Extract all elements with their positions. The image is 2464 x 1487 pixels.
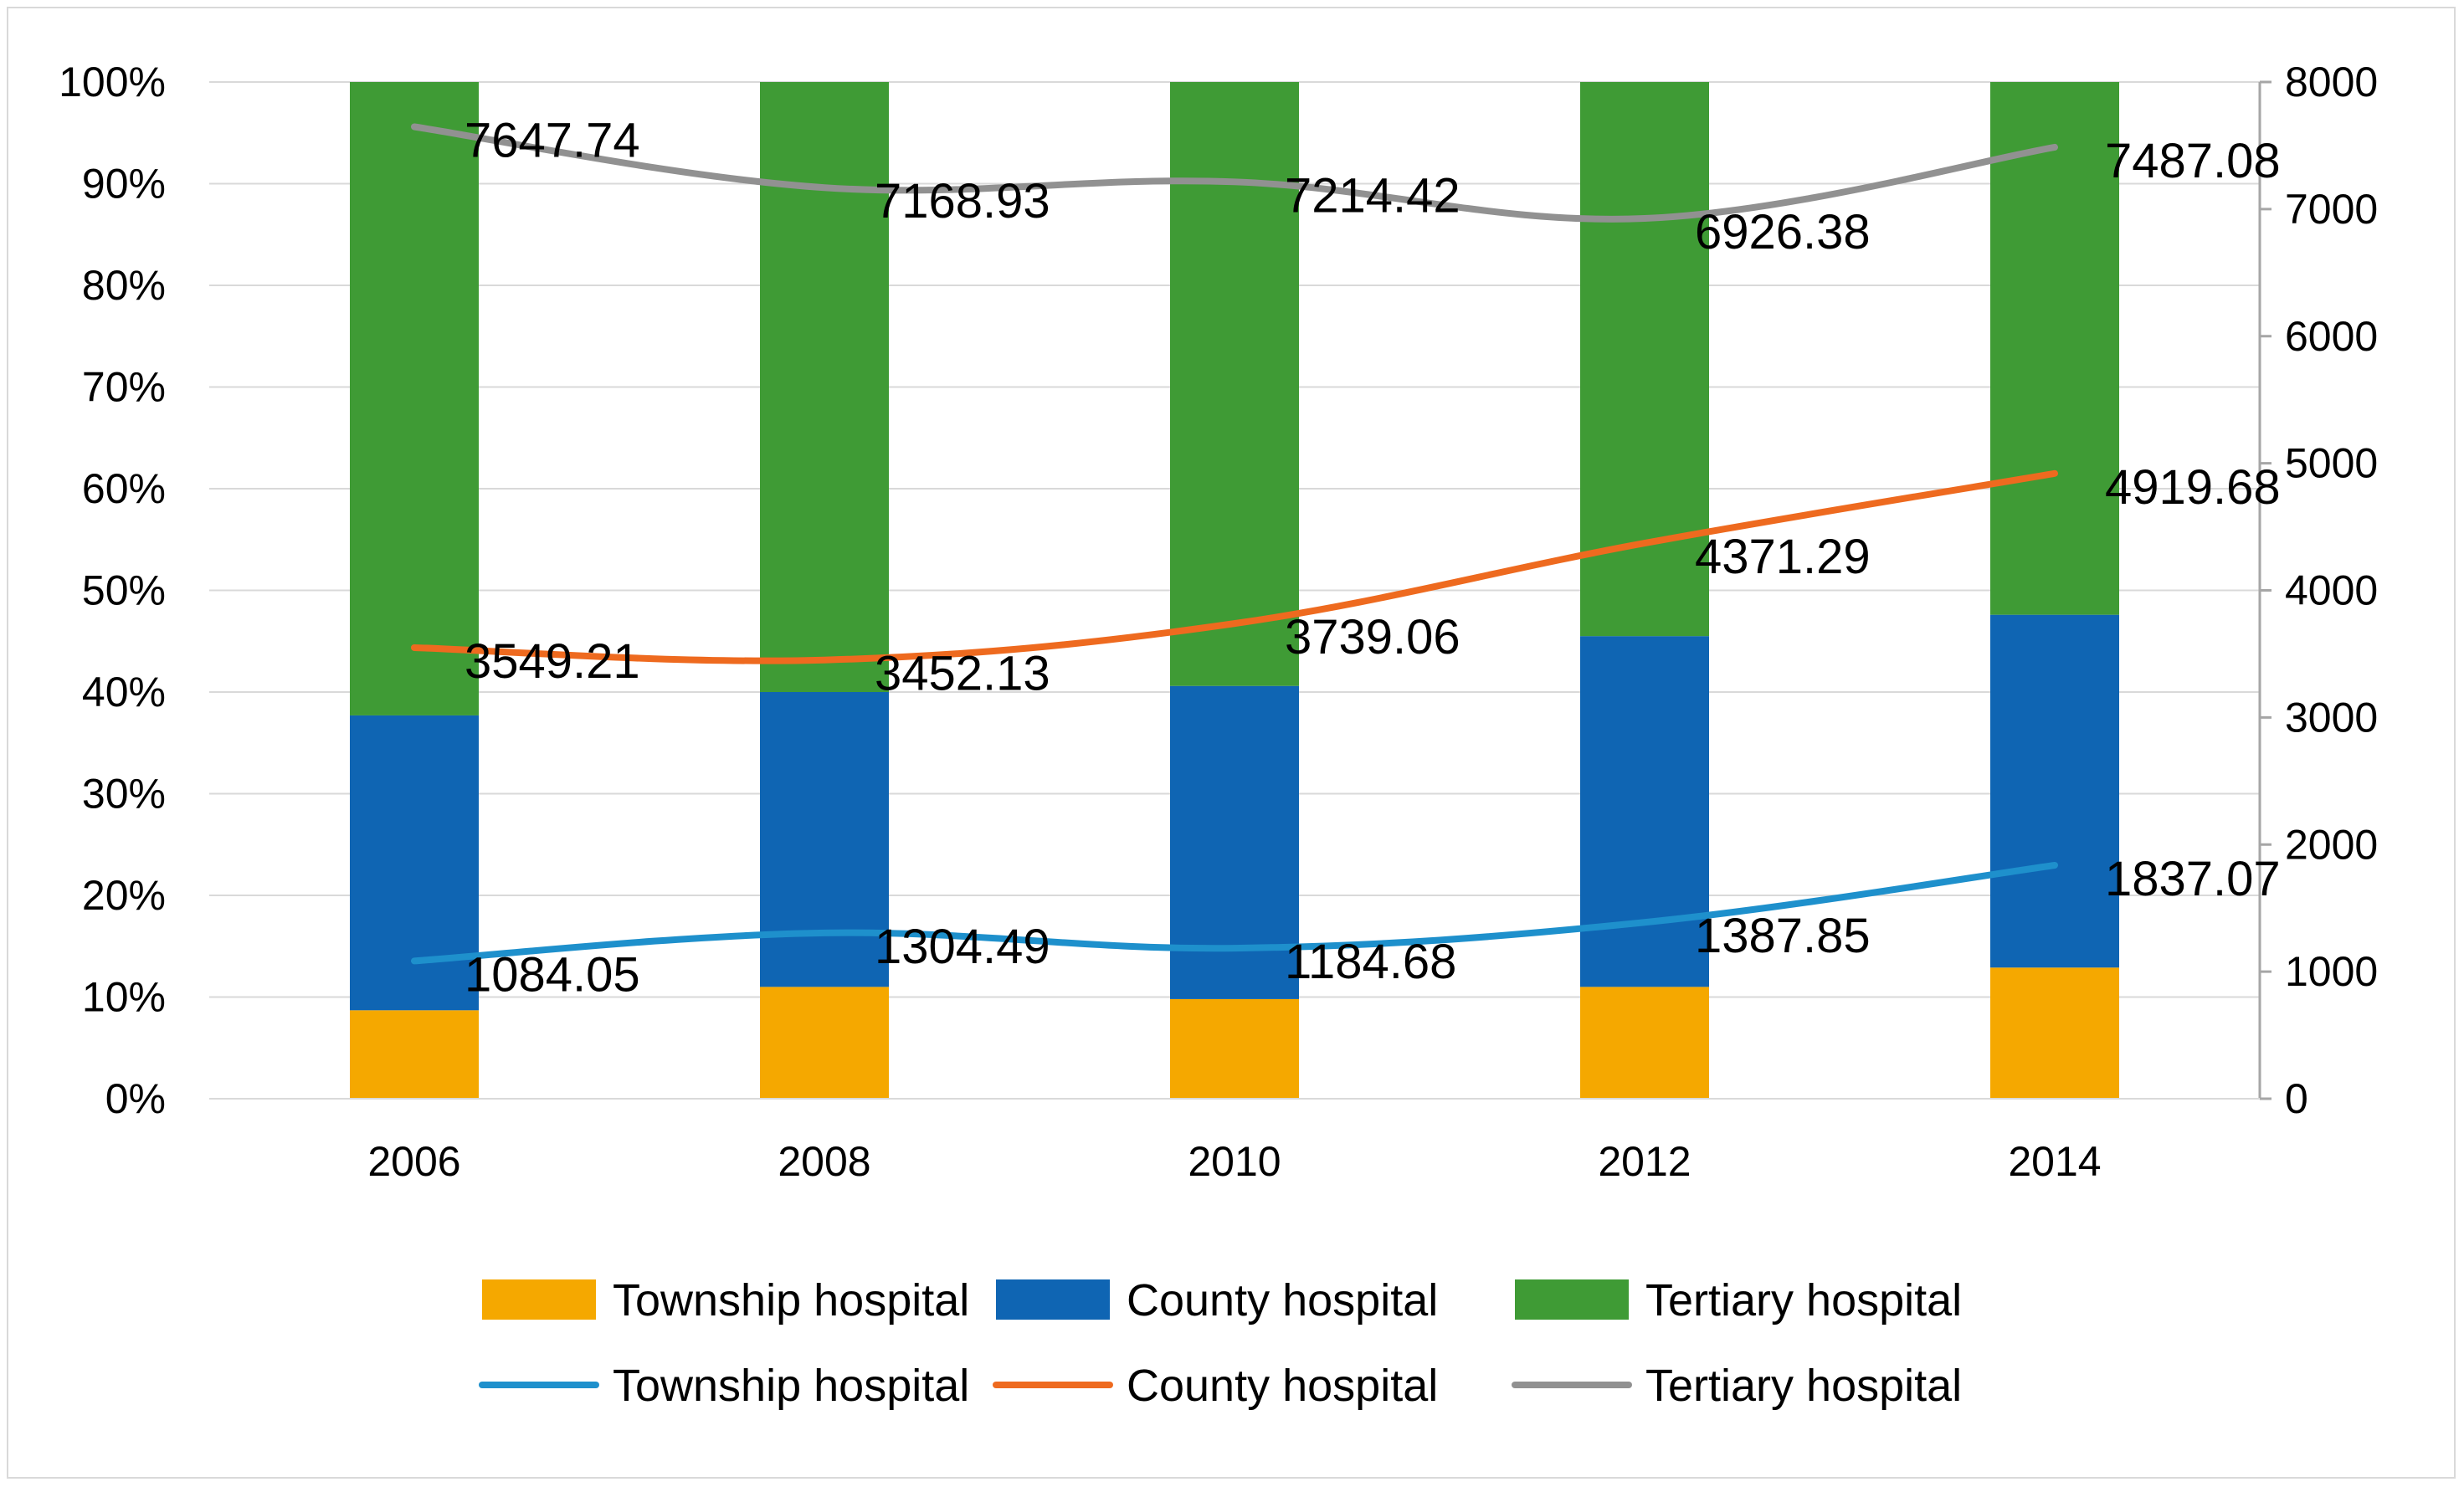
data-label-township-hospital: 1084.05	[465, 947, 640, 1002]
y-left-tick-label: 40%	[82, 669, 166, 715]
legend-label-bar: Tertiary hospital	[1645, 1275, 1962, 1325]
y-left-tick-label: 70%	[82, 364, 166, 411]
bar-tertiary-hospital-2006	[350, 82, 479, 715]
line-series	[411, 123, 2058, 965]
legend-label-line: Tertiary hospital	[1645, 1361, 1962, 1411]
y-left-tick-label: 10%	[82, 974, 166, 1021]
data-labels: 1084.05 1304.49 1184.68 1387.85 1837.07 3549.…	[465, 113, 2281, 1002]
x-tick-label: 2008	[778, 1138, 870, 1185]
bar-township-hospital-2010	[1170, 998, 1299, 1099]
legend: Township hospital County hospital Tertiary…	[479, 1275, 1962, 1411]
legend-swatch-bar-township-hospital	[482, 1279, 596, 1320]
bar-township-hospital-2014	[1990, 967, 2119, 1099]
data-label-township-hospital: 1184.68	[1285, 935, 1456, 989]
bar-township-hospital-2006	[350, 1010, 479, 1099]
data-label-county-hospital: 3452.13	[875, 647, 1050, 701]
y-left-tick-label: 100%	[59, 59, 166, 105]
y-left-tick-label: 0%	[105, 1075, 166, 1122]
data-label-tertiary-hospital: 7647.74	[465, 113, 640, 167]
data-label-tertiary-hospital: 6926.38	[1695, 205, 1871, 259]
data-label-township-hospital: 1837.07	[2105, 852, 2281, 906]
bar-tertiary-hospital-2008	[760, 82, 889, 692]
data-label-county-hospital: 4919.68	[2105, 460, 2281, 515]
y-left-tick-label: 30%	[82, 771, 166, 818]
data-label-county-hospital: 3739.06	[1285, 610, 1460, 664]
x-tick-label: 2014	[2008, 1138, 2101, 1185]
bar-county-hospital-2014	[1990, 614, 2119, 968]
stacked-bars	[350, 82, 2119, 1099]
bar-county-hospital-2008	[760, 692, 889, 987]
data-label-tertiary-hospital: 7487.08	[2105, 134, 2281, 188]
x-tick-label: 2012	[1598, 1138, 1691, 1185]
bar-township-hospital-2012	[1580, 987, 1709, 1099]
bar-tertiary-hospital-2014	[1990, 82, 2119, 615]
data-label-tertiary-hospital: 7168.93	[875, 174, 1050, 228]
y-right-tick-label: 4000	[2285, 567, 2378, 614]
legend-label-bar: County hospital	[1127, 1275, 1438, 1325]
legend-swatch-bar-tertiary-hospital	[1515, 1279, 1629, 1320]
y-right-tick-label: 5000	[2285, 440, 2378, 487]
legend-swatch-bar-county-hospital	[996, 1279, 1110, 1320]
y-left-tick-label: 50%	[82, 567, 166, 614]
x-tick-label: 2010	[1188, 1138, 1281, 1185]
data-label-tertiary-hospital: 7214.42	[1285, 168, 1460, 223]
y-left-tick-label: 90%	[82, 161, 166, 208]
line-tertiary-hospital	[411, 123, 2058, 223]
y-left-tick-label: 60%	[82, 465, 166, 512]
data-label-county-hospital: 4371.29	[1695, 530, 1871, 584]
bar-county-hospital-2010	[1170, 685, 1299, 999]
data-label-township-hospital: 1387.85	[1695, 909, 1871, 963]
y-right-tick-label: 7000	[2285, 186, 2378, 233]
data-label-county-hospital: 3549.21	[465, 634, 640, 689]
y-right-tick-label: 8000	[2285, 59, 2378, 105]
data-label-township-hospital: 1304.49	[875, 920, 1050, 974]
bar-county-hospital-2006	[350, 715, 479, 1011]
y-left-tick-label: 20%	[82, 872, 166, 919]
y-right-tick-label: 2000	[2285, 821, 2378, 868]
x-tick-label: 2006	[367, 1138, 460, 1185]
chart-frame: 0% 10% 20% 30% 40% 50% 60% 70% 80% 90% 100% 0 1000 20…	[7, 7, 2456, 1479]
y-right-tick-label: 3000	[2285, 694, 2378, 741]
bar-county-hospital-2012	[1580, 636, 1709, 987]
y-left-tick-label: 80%	[82, 262, 166, 309]
legend-label-bar: Township hospital	[613, 1275, 969, 1325]
combo-chart: 0% 10% 20% 30% 40% 50% 60% 70% 80% 90% 100% 0 1000 20…	[59, 59, 2378, 1411]
line-county-hospital	[411, 469, 2058, 664]
line-township-hospital	[411, 861, 2058, 965]
y-right-tick-label: 0	[2285, 1075, 2308, 1122]
axes: 0% 10% 20% 30% 40% 50% 60% 70% 80% 90% 100% 0 1000 20…	[59, 59, 2378, 1185]
bar-tertiary-hospital-2010	[1170, 82, 1299, 686]
legend-label-line: County hospital	[1127, 1361, 1438, 1411]
legend-label-line: Township hospital	[613, 1361, 969, 1411]
y-right-tick-label: 6000	[2285, 313, 2378, 360]
bar-township-hospital-2008	[760, 987, 889, 1099]
y-right-tick-label: 1000	[2285, 948, 2378, 995]
